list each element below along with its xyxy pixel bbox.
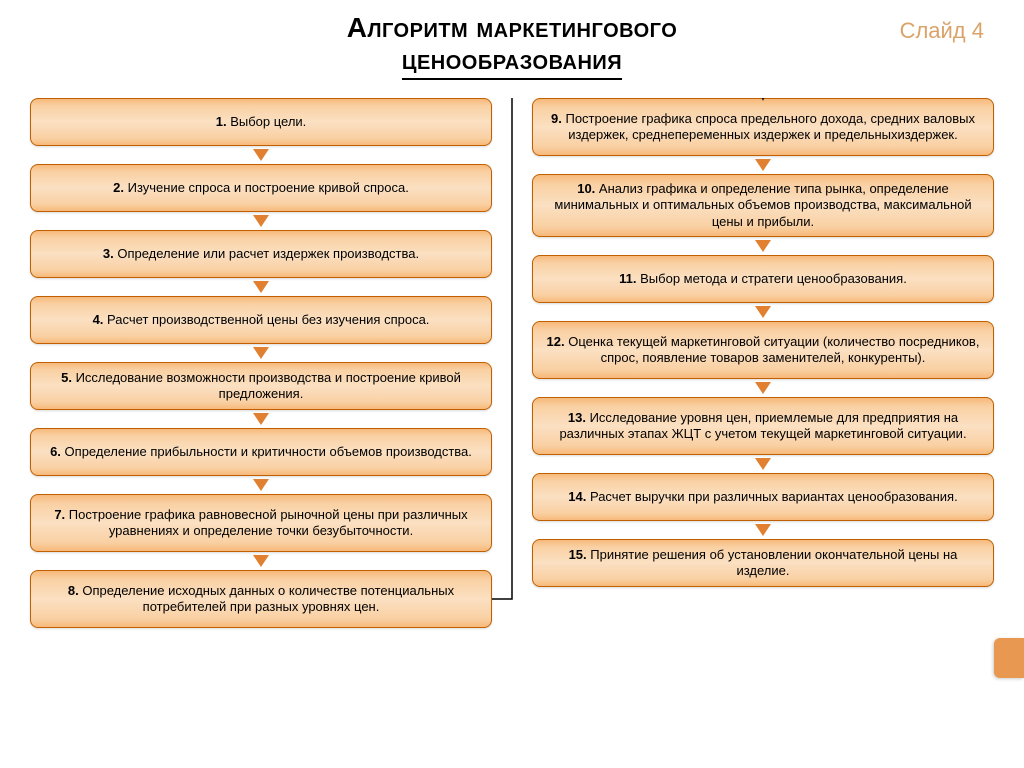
left-box-3-text: 3. Определение или расчет издержек произ… xyxy=(103,246,419,262)
right-arrow-2 xyxy=(755,240,771,252)
right-box-1: 9. Построение графика спроса предельного… xyxy=(532,98,994,156)
right-box-4: 12. Оценка текущей маркетинговой ситуаци… xyxy=(532,321,994,379)
left-arrow-5 xyxy=(253,413,269,425)
right-box-3-text: 11. Выбор метода и стратеги ценообразова… xyxy=(619,271,907,287)
left-box-1: 1. Выбор цели. xyxy=(30,98,492,146)
side-tab[interactable] xyxy=(994,638,1024,678)
slide-number-label: Слайд 4 xyxy=(900,18,984,44)
left-box-1-text: 1. Выбор цели. xyxy=(216,114,307,130)
left-box-2-text: 2. Изучение спроса и построение кривой с… xyxy=(113,180,409,196)
left-box-7-text: 7. Построение графика равновесной рыночн… xyxy=(41,507,481,540)
right-arrow-3 xyxy=(755,306,771,318)
left-box-4-text: 4. Расчет производственной цены без изуч… xyxy=(93,312,430,328)
right-arrow-5 xyxy=(755,458,771,470)
left-box-7: 7. Построение графика равновесной рыночн… xyxy=(30,494,492,552)
right-box-2-text: 10. Анализ графика и определение типа ры… xyxy=(543,181,983,230)
right-arrow-1 xyxy=(755,159,771,171)
flowchart-columns: 1. Выбор цели. 2. Изучение спроса и постр… xyxy=(0,98,1024,628)
right-arrow-6 xyxy=(755,524,771,536)
right-box-1-text: 9. Построение графика спроса предельного… xyxy=(543,111,983,144)
left-box-2: 2. Изучение спроса и построение кривой с… xyxy=(30,164,492,212)
left-arrow-2 xyxy=(253,215,269,227)
left-arrow-1 xyxy=(253,149,269,161)
slide-title-line2: ценообразования xyxy=(402,44,622,80)
right-box-4-text: 12. Оценка текущей маркетинговой ситуаци… xyxy=(543,334,983,367)
flowchart-right-column: 9. Построение графика спроса предельного… xyxy=(532,98,994,628)
right-box-6-text: 14. Расчет выручки при различных вариант… xyxy=(568,489,957,505)
left-box-3: 3. Определение или расчет издержек произ… xyxy=(30,230,492,278)
slide-title-wrap: ценообразования xyxy=(0,44,1024,80)
slide-title-line1: Алгоритм маркетингового xyxy=(0,0,1024,44)
right-arrow-4 xyxy=(755,382,771,394)
right-box-2: 10. Анализ графика и определение типа ры… xyxy=(532,174,994,237)
right-box-3: 11. Выбор метода и стратеги ценообразова… xyxy=(532,255,994,303)
right-box-7: 15. Принятие решения об установлении око… xyxy=(532,539,994,587)
left-box-6-text: 6. Определение прибыльности и критичност… xyxy=(50,444,472,460)
left-box-6: 6. Определение прибыльности и критичност… xyxy=(30,428,492,476)
right-box-5: 13. Исследование уровня цен, приемлемые … xyxy=(532,397,994,455)
left-box-8: 8. Определение исходных данных о количес… xyxy=(30,570,492,628)
left-box-5-text: 5. Исследование возможности производства… xyxy=(41,370,481,403)
left-arrow-7 xyxy=(253,555,269,567)
flowchart-left-column: 1. Выбор цели. 2. Изучение спроса и постр… xyxy=(30,98,492,628)
left-arrow-6 xyxy=(253,479,269,491)
left-arrow-3 xyxy=(253,281,269,293)
left-box-5: 5. Исследование возможности производства… xyxy=(30,362,492,410)
left-arrow-4 xyxy=(253,347,269,359)
right-box-5-text: 13. Исследование уровня цен, приемлемые … xyxy=(543,410,983,443)
left-box-4: 4. Расчет производственной цены без изуч… xyxy=(30,296,492,344)
right-box-6: 14. Расчет выручки при различных вариант… xyxy=(532,473,994,521)
right-box-7-text: 15. Принятие решения об установлении око… xyxy=(543,547,983,580)
left-box-8-text: 8. Определение исходных данных о количес… xyxy=(41,583,481,616)
